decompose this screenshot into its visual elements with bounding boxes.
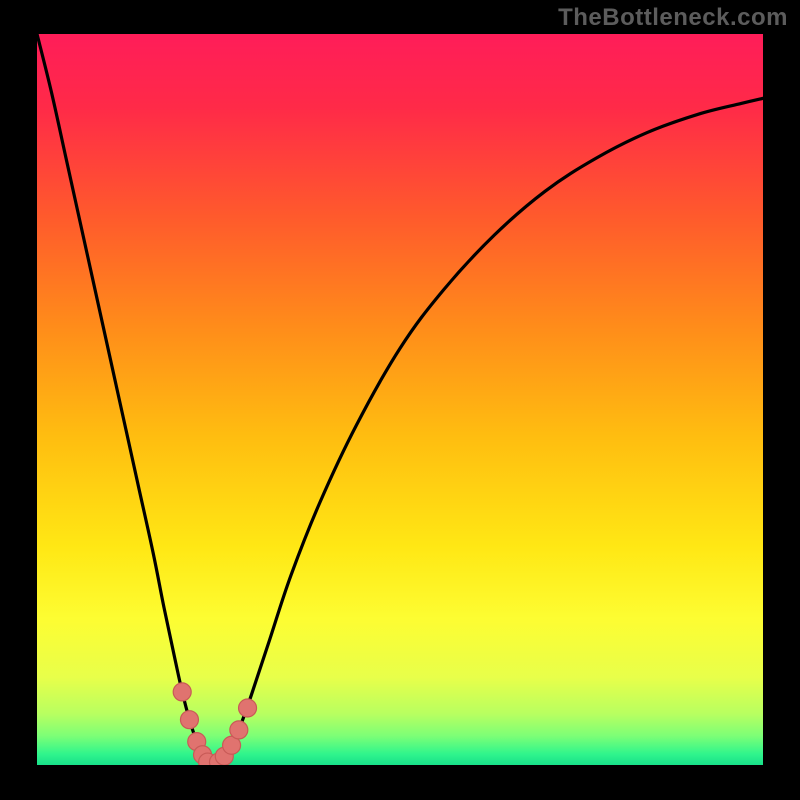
- marker-point: [180, 711, 198, 729]
- plot-svg: [37, 34, 763, 765]
- plot-area: [37, 34, 763, 765]
- marker-point: [239, 699, 257, 717]
- watermark-text: TheBottleneck.com: [558, 4, 788, 32]
- marker-point: [230, 721, 248, 739]
- chart-container: TheBottleneck.com: [0, 0, 800, 800]
- gradient-background: [37, 34, 763, 765]
- marker-point: [173, 683, 191, 701]
